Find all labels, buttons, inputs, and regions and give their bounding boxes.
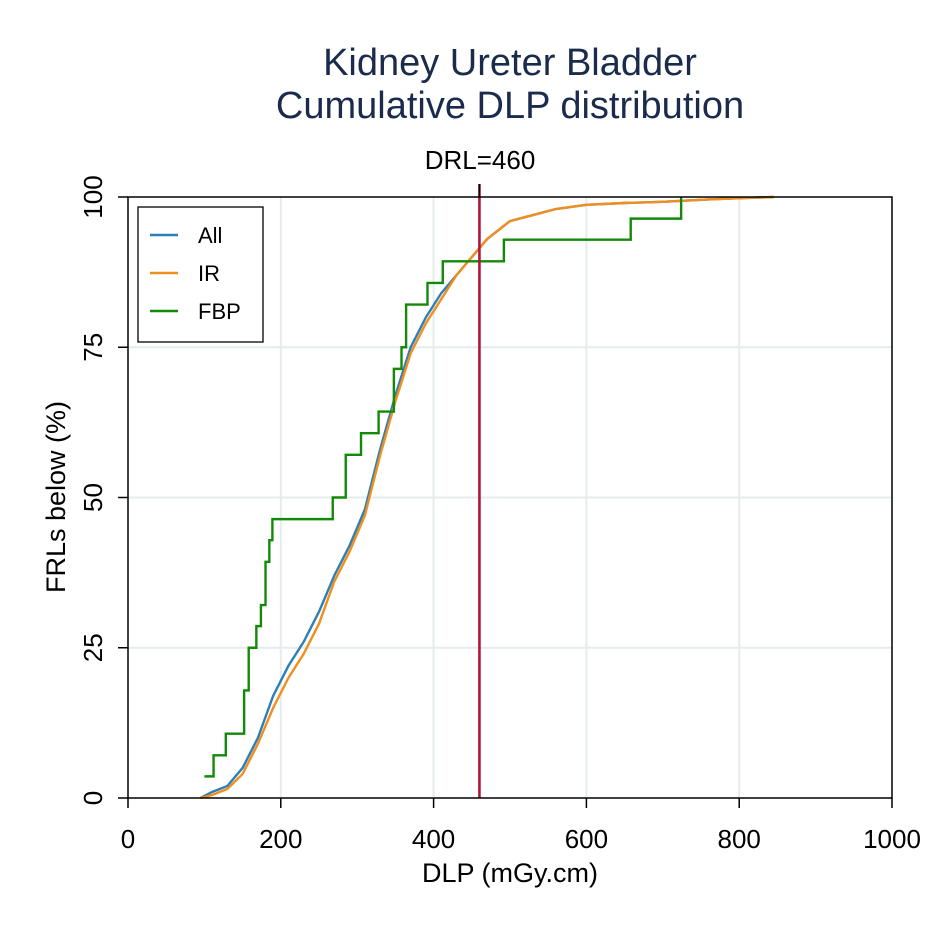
- x-tick-label: 200: [259, 824, 302, 854]
- chart-title: Kidney Ureter Bladder: [323, 42, 697, 84]
- x-tick-label: 1000: [863, 824, 921, 854]
- y-axis-title: FRLs below (%): [41, 401, 71, 593]
- legend-box: [137, 206, 264, 343]
- x-tick-label: 400: [412, 824, 455, 854]
- y-tick-label: 100: [78, 175, 108, 218]
- x-axis-title: DLP (mGy.cm): [422, 858, 598, 888]
- y-tick-label: 75: [78, 333, 108, 362]
- x-tick-label: 0: [121, 824, 135, 854]
- chart-subtitle: Cumulative DLP distribution: [276, 85, 744, 127]
- x-tick-label: 600: [565, 824, 608, 854]
- series-line-fbp: [204, 197, 683, 778]
- y-tick-label: 0: [78, 791, 108, 805]
- series-line-ir: [200, 195, 774, 800]
- legend-label-all: All: [198, 223, 222, 248]
- y-tick-label: 50: [78, 483, 108, 512]
- x-tick-label: 800: [718, 824, 761, 854]
- drl-label: DRL=460: [425, 145, 536, 175]
- legend: All IR FBP: [137, 206, 264, 343]
- y-tick-label: 25: [78, 633, 108, 662]
- legend-label-ir: IR: [198, 261, 220, 286]
- legend-label-fbp: FBP: [198, 299, 241, 324]
- plot-area: 0 200 400 600 800 1000 0 25 50 75 100: [78, 175, 921, 854]
